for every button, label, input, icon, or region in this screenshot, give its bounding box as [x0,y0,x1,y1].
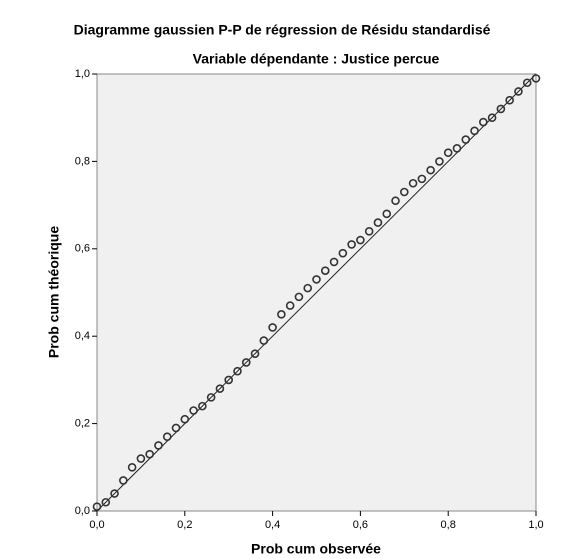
point [277,310,286,319]
point [531,74,541,83]
y-axis-label: Prob cum théorique [46,226,62,358]
point [479,117,488,127]
point [452,143,462,153]
point [496,104,506,114]
point [514,87,523,96]
point [391,196,400,206]
y-tick-label: 0,6 [75,243,90,255]
point [224,375,233,385]
point [285,301,295,310]
point [303,283,313,293]
point [206,393,216,402]
point [435,157,444,166]
point [136,454,146,463]
point [364,227,374,236]
point [461,135,471,144]
point [154,441,163,450]
point [268,323,277,332]
point [356,235,365,245]
point [145,449,154,459]
point [180,414,190,424]
point [399,187,409,197]
x-axis-label: Prob cum observée [251,541,381,557]
point [198,401,207,411]
point [320,266,330,275]
point [92,502,102,511]
point [119,476,128,485]
point [250,349,260,358]
point [505,95,514,105]
point [171,423,181,433]
chart-title: Diagramme gaussien P-P de régression de … [74,22,491,38]
x-tick-label: 1,0 [528,519,543,531]
point [373,218,383,227]
point [294,292,304,302]
point [426,165,435,175]
point [470,126,479,136]
point [215,384,225,393]
point [443,148,453,157]
x-tick-label: 0,6 [353,519,368,531]
y-tick-label: 0,2 [75,418,90,430]
point [522,78,532,88]
x-tick-label: 0,0 [89,519,104,531]
point [241,358,251,367]
point [101,497,111,507]
y-tick-label: 0,0 [75,505,90,517]
point [259,336,269,345]
point [338,248,348,258]
point [417,174,427,184]
x-tick-label: 0,8 [441,519,456,531]
point [110,489,119,498]
y-tick-label: 1,0 [75,68,90,80]
point [347,240,356,249]
point [127,462,137,472]
point [487,113,497,122]
point [329,257,339,267]
x-tick-label: 0,2 [177,519,192,531]
y-tick-label: 0,4 [75,330,90,342]
point [382,209,392,219]
point [189,406,198,415]
x-tick-label: 0,4 [265,519,280,531]
chart-subtitle: Variable dépendante : Justice percue [193,51,440,67]
point [312,275,321,284]
y-tick-label: 0,8 [75,155,90,167]
point [233,366,242,376]
point [408,178,418,188]
point [162,432,172,442]
